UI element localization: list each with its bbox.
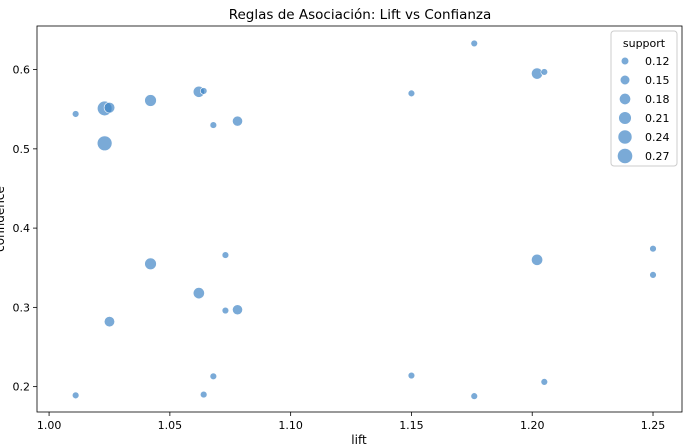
legend-marker (618, 111, 632, 125)
legend-marker (619, 93, 631, 105)
y-tick-label: 0.5 (13, 143, 31, 156)
data-point (540, 378, 548, 386)
data-point (71, 110, 80, 118)
data-point (199, 87, 208, 95)
legend-marker (620, 56, 630, 66)
y-tick-label: 0.6 (13, 64, 31, 77)
x-tick-label: 1.20 (520, 419, 545, 432)
data-point (232, 115, 243, 127)
y-tick-label: 0.4 (13, 222, 31, 235)
legend-entry-label: 0.21 (645, 112, 670, 125)
chart-title: Reglas de Asociación: Lift vs Confianza (229, 7, 492, 23)
data-point (71, 391, 80, 400)
data-point (649, 271, 657, 279)
y-tick-label: 0.2 (13, 381, 31, 394)
legend-entry-label: 0.18 (645, 93, 670, 106)
plot-frame (36, 25, 683, 413)
data-point (470, 39, 478, 48)
legend-entry-label: 0.27 (645, 150, 670, 163)
legend-entries: 0.12 0.15 0.18 0.21 0.24 0.27 (617, 55, 670, 164)
data-point (209, 372, 218, 381)
legend-entry-label: 0.24 (645, 131, 670, 144)
legend-title: support (623, 37, 666, 50)
data-point (209, 121, 218, 129)
x-axis-label: lift (351, 433, 367, 447)
legend-entry-label: 0.12 (645, 55, 670, 68)
y-axis: 0.2 0.3 0.4 0.5 0.6 (13, 64, 37, 394)
points-layer (71, 39, 657, 400)
data-point (232, 304, 243, 316)
data-point (649, 245, 657, 253)
legend-marker (617, 148, 633, 164)
data-point (221, 306, 230, 315)
data-point (103, 316, 116, 328)
x-tick-label: 1.25 (641, 419, 666, 432)
data-point (103, 101, 116, 114)
legend-entry-label: 0.15 (645, 74, 670, 87)
x-tick-label: 1.10 (278, 419, 303, 432)
data-point (407, 89, 416, 98)
data-point (540, 68, 548, 76)
legend-marker (619, 74, 631, 86)
data-point (531, 253, 543, 266)
data-point (144, 257, 157, 270)
y-tick-label: 0.3 (13, 301, 31, 314)
data-point (199, 390, 208, 399)
legend-marker (617, 129, 633, 145)
x-axis: 1.00 1.05 1.10 1.15 1.20 1.25 (37, 412, 665, 432)
data-point (221, 251, 230, 259)
data-point (407, 371, 416, 380)
y-axis-label: confidence (0, 186, 7, 252)
data-point (470, 392, 478, 400)
data-point (144, 94, 157, 107)
x-tick-label: 1.05 (158, 419, 183, 432)
data-point (96, 135, 113, 152)
data-point (192, 287, 205, 300)
x-tick-label: 1.15 (399, 419, 424, 432)
legend: support 0.12 0.15 0.18 0.21 0.24 0.27 (610, 30, 678, 167)
x-tick-label: 1.00 (37, 419, 62, 432)
